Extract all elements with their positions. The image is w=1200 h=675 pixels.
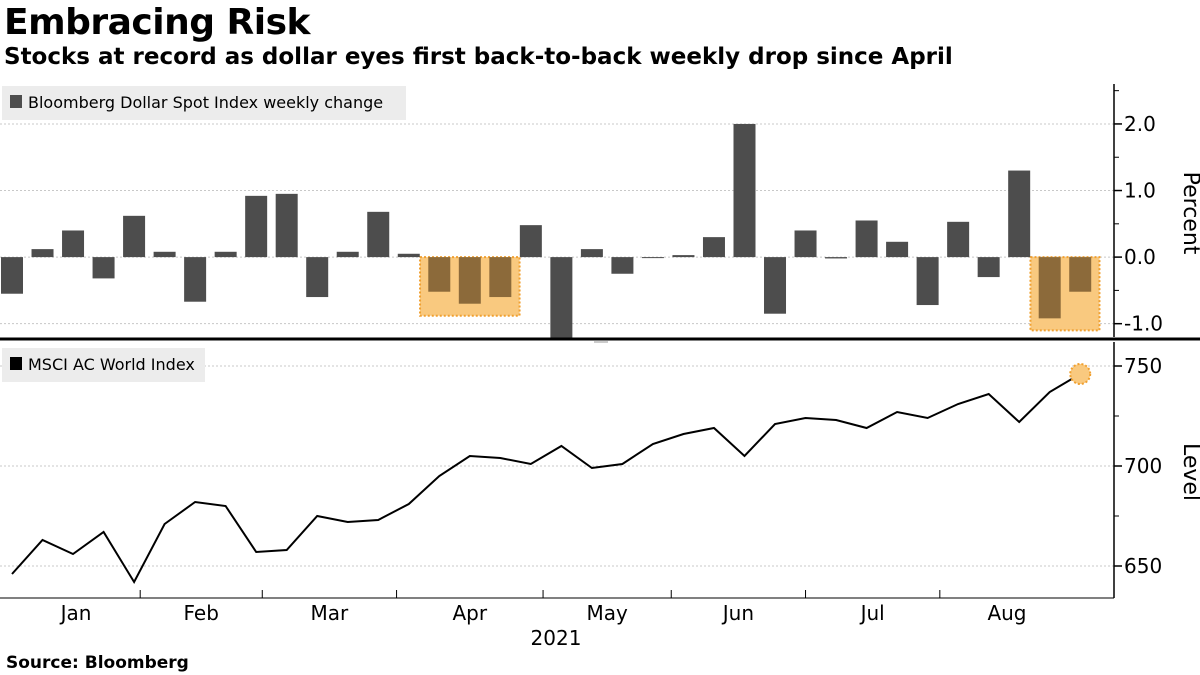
bottom-legend-box	[2, 348, 205, 382]
dollar-bar	[825, 257, 848, 259]
bottom-legend-label: MSCI AC World Index	[28, 355, 195, 374]
dollar-bar	[214, 251, 237, 258]
source-note: Source: Bloomberg	[6, 653, 189, 673]
x-tick-label: Mar	[311, 601, 350, 625]
bottom-tick-label: 750	[1124, 354, 1162, 378]
top-tick-label: -1.0	[1124, 312, 1163, 336]
dollar-bar	[458, 257, 481, 304]
x-tick-label: Jan	[59, 601, 92, 625]
dollar-bar	[62, 230, 85, 258]
dollar-bar	[306, 257, 329, 298]
dollar-bar	[397, 253, 420, 258]
bottom-legend-swatch	[10, 357, 22, 370]
bottom-tick-label: 700	[1124, 454, 1162, 478]
dollar-bar	[123, 215, 146, 258]
dollar-bar	[702, 237, 725, 258]
x-axis: Jan Feb Mar Apr May Jun Jul Aug	[0, 590, 1114, 625]
dollar-bar	[855, 220, 878, 258]
x-tick-label: Aug	[987, 601, 1026, 625]
dollar-bar	[184, 257, 207, 302]
dollar-bar	[336, 251, 359, 258]
dollar-bar	[489, 257, 512, 298]
dollar-bar	[275, 193, 298, 258]
bottom-gridlines	[0, 365, 1114, 567]
dollar-bar	[92, 257, 115, 279]
dollar-bar	[367, 211, 390, 258]
x-tick-label: Jun	[721, 601, 754, 625]
dollar-bar	[1038, 257, 1061, 319]
dollar-bars	[1, 123, 1092, 339]
dollar-bar	[672, 255, 695, 258]
top-tick-label: 1.0	[1124, 179, 1156, 203]
dollar-bar	[886, 241, 909, 258]
dollar-bar	[153, 251, 176, 258]
dollar-bar	[916, 257, 939, 306]
record-high-marker	[1069, 363, 1092, 385]
dollar-bar	[641, 257, 664, 259]
top-tick-label: 0.0	[1124, 245, 1156, 269]
x-tick-label: Feb	[184, 601, 219, 625]
dollar-bar	[428, 257, 451, 292]
dollar-bar	[764, 257, 787, 314]
dollar-bar	[580, 249, 603, 258]
dollar-bar	[977, 257, 1000, 278]
dollar-bar	[1, 257, 23, 294]
x-tick-label: Apr	[453, 601, 488, 625]
top-y-axis-label: Percent	[1178, 172, 1200, 255]
x-tick-label: Jul	[859, 601, 885, 625]
dollar-bar	[1008, 170, 1031, 258]
dollar-bar	[1069, 257, 1092, 292]
msci-line-panel: 750 700 650 MSCI AC World Index Level	[0, 348, 1200, 585]
top-tick-label: 2.0	[1124, 112, 1156, 136]
bottom-tick-label: 650	[1124, 554, 1162, 578]
dollar-bar	[519, 225, 542, 258]
dollar-bar-panel: 2.0 1.0 0.0 -1.0 Bloomberg Dollar Spot Inde…	[0, 86, 1200, 339]
x-axis-year: 2021	[531, 626, 582, 650]
x-tick-label: May	[586, 601, 628, 625]
bottom-y-ticks: 750 700 650	[1114, 354, 1162, 578]
top-y-ticks: 2.0 1.0 0.0 -1.0	[1114, 90, 1163, 336]
top-legend-label: Bloomberg Dollar Spot Index weekly chang…	[28, 93, 383, 112]
dollar-bar	[611, 257, 634, 274]
top-legend-swatch	[10, 95, 22, 108]
dollar-bar	[550, 257, 573, 339]
dollar-bar	[733, 123, 756, 258]
dollar-bar	[947, 221, 970, 258]
bottom-y-axis-label: Level	[1178, 443, 1200, 501]
dollar-bar	[245, 195, 268, 258]
top-legend-box	[2, 86, 406, 120]
chart-title: Embracing Risk	[4, 2, 310, 43]
msci-line	[11, 373, 1081, 585]
dollar-bar	[31, 249, 54, 258]
dollar-bar	[794, 230, 817, 258]
chart-subtitle: Stocks at record as dollar eyes first ba…	[4, 44, 953, 70]
